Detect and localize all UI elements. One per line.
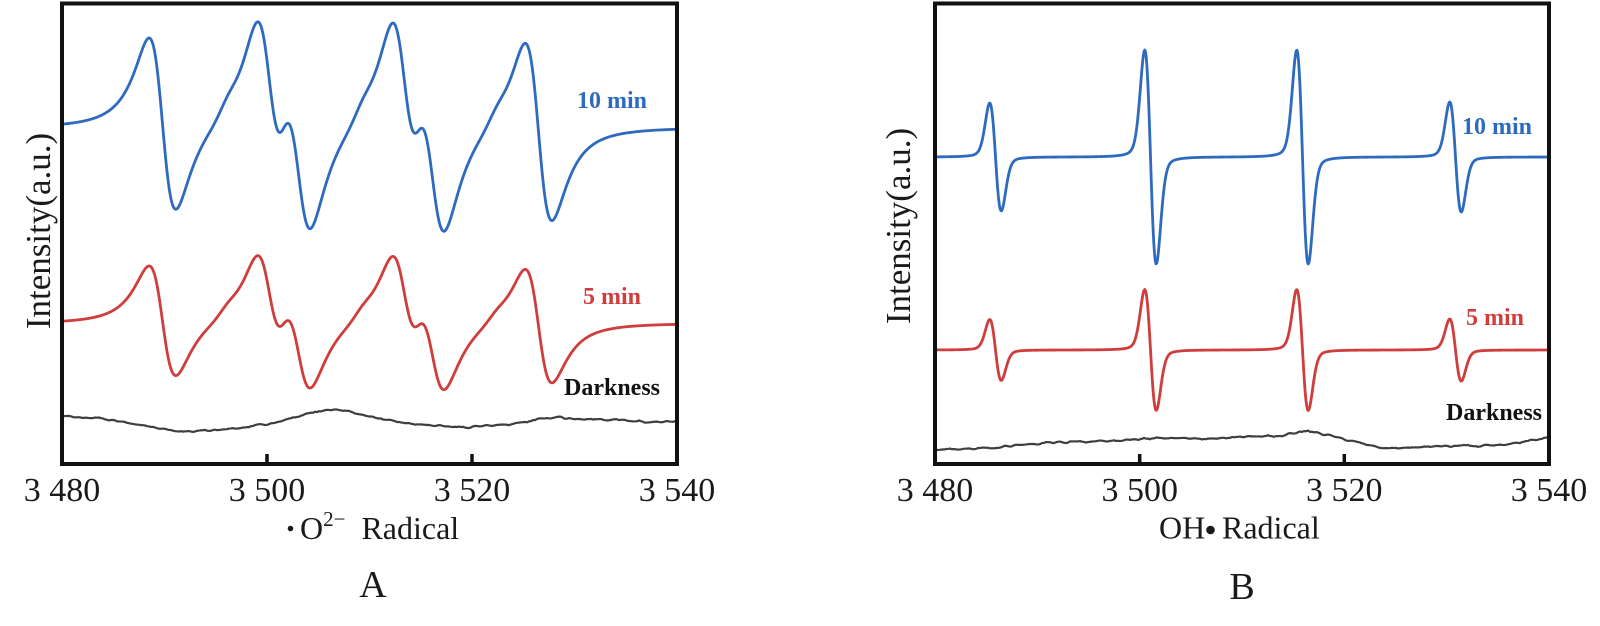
svg-text:5 min: 5 min xyxy=(1466,305,1524,331)
svg-text:3 540: 3 540 xyxy=(1511,472,1588,509)
svg-text:3 500: 3 500 xyxy=(229,472,306,509)
svg-text:B: B xyxy=(1229,566,1254,608)
svg-text:A: A xyxy=(359,564,387,606)
svg-text:3 540: 3 540 xyxy=(639,472,716,509)
svg-text:O2− Radical: O2− Radical xyxy=(300,507,459,546)
svg-text:Darkness: Darkness xyxy=(564,375,660,401)
svg-text:Darkness: Darkness xyxy=(1446,400,1542,426)
svg-text:5 min: 5 min xyxy=(583,284,641,310)
svg-text:3 520: 3 520 xyxy=(434,472,511,509)
svg-text:3 480: 3 480 xyxy=(897,472,974,509)
svg-text:3 500: 3 500 xyxy=(1101,472,1178,509)
svg-text:10 min: 10 min xyxy=(577,88,647,114)
svg-text:3 480: 3 480 xyxy=(24,472,101,509)
svg-text:10 min: 10 min xyxy=(1462,114,1532,140)
svg-text:Intensity(a.u.): Intensity(a.u.) xyxy=(19,133,58,329)
svg-text:Radical: Radical xyxy=(1222,510,1320,546)
svg-text:OH: OH xyxy=(1159,510,1205,546)
svg-text:Intensity(a.u.): Intensity(a.u.) xyxy=(879,128,918,324)
svg-text:3 520: 3 520 xyxy=(1306,472,1383,509)
